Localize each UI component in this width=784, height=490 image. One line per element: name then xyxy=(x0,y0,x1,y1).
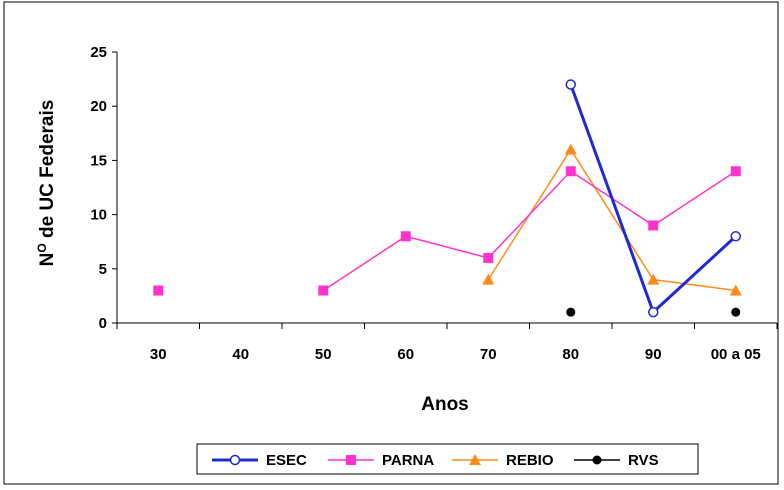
x-tick-label: 90 xyxy=(645,346,662,363)
legend-label-rvs: RVS xyxy=(628,452,659,469)
data-point-parna xyxy=(153,285,164,296)
legend-label-esec: ESEC xyxy=(266,452,307,469)
series-line-parna xyxy=(487,170,572,259)
legend-marker-rvs xyxy=(592,455,602,465)
chart-border xyxy=(3,1,779,485)
data-point-esec xyxy=(730,231,741,242)
x-tick-label: 80 xyxy=(562,346,579,363)
legend-label-rebio: REBIO xyxy=(506,452,554,469)
x-tick-label: 30 xyxy=(150,346,167,363)
x-tick-label: 00 a 05 xyxy=(711,346,761,363)
y-axis-title: NO de UC Federais xyxy=(35,100,58,267)
x-tick-label: 70 xyxy=(480,346,497,363)
data-point-esec xyxy=(565,79,576,90)
data-point-esec xyxy=(648,306,659,318)
y-tick-label: 15 xyxy=(90,152,107,169)
data-point-parna xyxy=(483,252,494,263)
y-tick-label: 0 xyxy=(99,315,107,332)
y-tick-label: 25 xyxy=(90,44,107,61)
series-line-esec xyxy=(569,84,655,313)
series-line-rebio xyxy=(653,278,736,292)
series-line-parna xyxy=(405,235,489,259)
data-point-parna xyxy=(400,231,411,242)
x-axis-title: Anos xyxy=(421,394,469,415)
y-axis-title-main: N xyxy=(37,253,58,267)
y-axis-title-rest: de UC Federais xyxy=(37,100,58,244)
y-tick-label: 5 xyxy=(99,261,107,278)
legend: ESEC PARNA REBIO RVS xyxy=(212,452,659,469)
data-point-parna xyxy=(565,166,576,177)
axes xyxy=(112,51,778,329)
series-line-parna xyxy=(322,235,407,292)
data-point-rebio xyxy=(564,143,577,155)
legend-label-parna: PARNA xyxy=(382,452,434,469)
legend-marker-parna xyxy=(346,455,356,465)
data-point-parna xyxy=(318,285,329,296)
series-line-parna xyxy=(652,170,737,227)
x-tick-label: 50 xyxy=(315,346,332,363)
y-tick-label: 10 xyxy=(90,207,107,224)
tick-labels: 0 5 10 15 20 25 30 40 50 60 70 80 90 00 a 05 xyxy=(90,44,760,363)
series-line-rebio xyxy=(570,149,654,281)
legend-marker-rebio xyxy=(469,454,481,465)
data-point-rebio xyxy=(647,273,660,285)
legend-box xyxy=(196,443,699,475)
data-point-rvs xyxy=(566,307,576,317)
x-tick-label: 40 xyxy=(232,346,249,363)
data-point-rebio xyxy=(482,273,495,285)
y-tick-label: 20 xyxy=(90,98,107,115)
series-markers xyxy=(153,79,742,318)
data-point-parna xyxy=(648,220,659,231)
data-point-parna xyxy=(730,166,741,177)
x-tick-label: 60 xyxy=(397,346,414,363)
data-point-rebio xyxy=(729,284,742,296)
series-lines xyxy=(322,84,737,314)
data-point-rvs xyxy=(731,307,741,317)
y-axis-title-superscript: O xyxy=(35,243,49,252)
legend-marker-esec xyxy=(229,454,241,466)
series-line-esec xyxy=(652,235,737,314)
